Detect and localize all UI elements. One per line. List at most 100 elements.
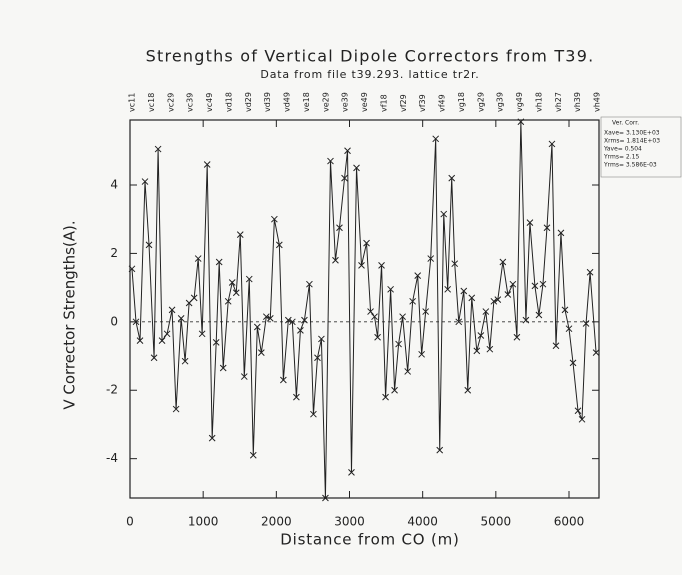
- point-marker: [378, 262, 385, 269]
- top-label: vc49: [205, 93, 214, 112]
- point-marker: [477, 332, 485, 339]
- top-label: vd49: [283, 92, 292, 112]
- point-marker: [271, 215, 278, 223]
- point-marker: [531, 282, 539, 290]
- point-marker: [289, 318, 296, 326]
- legend-entry: Ver. Corr.: [612, 120, 639, 127]
- point-marker: [353, 164, 360, 172]
- top-label: vf18: [379, 94, 388, 112]
- point-marker: [522, 316, 530, 324]
- chart-title: Strengths of Vertical Dipole Correctors …: [146, 47, 595, 66]
- point-marker: [293, 393, 300, 401]
- point-marker: [582, 320, 590, 327]
- point-marker: [409, 297, 416, 305]
- top-label: vg39: [496, 92, 505, 112]
- point-marker: [427, 255, 435, 262]
- point-marker: [404, 368, 412, 375]
- y-tick-label: 0: [110, 314, 118, 328]
- x-tick-label: 0: [126, 515, 134, 529]
- plot-frame: [129, 119, 600, 499]
- point-marker: [517, 118, 525, 126]
- point-marker: [499, 258, 507, 266]
- point-marker: [448, 174, 456, 182]
- x-tick-label: 6000: [554, 515, 585, 529]
- legend-stat: Xave= 3.130E+03: [604, 130, 660, 137]
- point-marker: [208, 434, 216, 442]
- point-marker: [569, 359, 577, 367]
- top-label: vh18: [534, 92, 543, 112]
- point-marker: [284, 316, 292, 324]
- point-marker: [249, 451, 257, 459]
- point-marker: [513, 333, 521, 341]
- y-tick-label: -2: [106, 383, 118, 397]
- top-label: vd18: [224, 92, 233, 112]
- point-marker: [578, 415, 586, 423]
- top-label: vd39: [263, 92, 272, 112]
- point-marker: [154, 145, 162, 153]
- point-marker: [561, 306, 569, 314]
- point-marker: [145, 241, 153, 249]
- legend-box: [600, 116, 682, 178]
- top-label: vf29: [399, 94, 408, 112]
- point-marker: [348, 468, 355, 476]
- point-marker: [592, 349, 600, 356]
- point-marker: [371, 313, 378, 321]
- point-marker: [232, 289, 240, 297]
- point-marker: [482, 308, 490, 315]
- point-marker: [185, 299, 193, 307]
- point-marker: [414, 272, 422, 280]
- point-marker: [451, 260, 459, 268]
- point-marker: [418, 350, 425, 358]
- top-label: vf49: [438, 94, 447, 112]
- point-marker: [504, 291, 512, 298]
- point-marker: [440, 210, 448, 218]
- point-marker: [509, 280, 517, 288]
- point-marker: [399, 313, 406, 321]
- y-tick-label: 2: [110, 246, 118, 260]
- top-label: vg49: [515, 92, 524, 112]
- legend-stat: Yrms= 2.15: [603, 154, 639, 161]
- point-marker: [327, 157, 334, 165]
- point-marker: [212, 338, 220, 346]
- point-marker: [367, 308, 374, 315]
- x-axis-label: Distance from CO (m): [280, 531, 459, 549]
- top-label: ve39: [341, 92, 350, 112]
- point-marker: [332, 256, 339, 264]
- point-marker: [374, 333, 381, 341]
- point-marker: [473, 347, 481, 355]
- chart-subtitle: Data from file t39.293. lattice tr2r.: [260, 68, 479, 81]
- point-marker: [297, 327, 304, 334]
- top-label: vf39: [418, 94, 427, 112]
- point-marker: [240, 373, 248, 380]
- point-marker: [490, 297, 498, 305]
- legend-stat: Yave= 0.504: [603, 146, 642, 153]
- point-marker: [301, 316, 308, 324]
- point-marker: [322, 494, 329, 502]
- y-axis-label: V Corrector Strengths(A).: [61, 220, 79, 409]
- top-label: vg18: [457, 92, 466, 112]
- point-marker: [306, 280, 313, 288]
- point-marker: [163, 330, 171, 338]
- legend-stat: Yrms= 3.586E-03: [603, 162, 657, 169]
- point-marker: [172, 405, 180, 413]
- point-marker: [136, 337, 144, 344]
- point-marker: [444, 285, 452, 293]
- point-marker: [141, 178, 149, 185]
- top-label: vd29: [244, 92, 253, 112]
- point-marker: [236, 231, 244, 238]
- series-line: [131, 121, 597, 499]
- top-label: vc29: [166, 93, 175, 112]
- point-marker: [245, 275, 253, 283]
- y-tick-label: -4: [106, 451, 118, 465]
- point-marker: [586, 268, 594, 276]
- point-marker: [539, 280, 547, 288]
- point-marker: [158, 337, 166, 344]
- top-label: vh27: [554, 92, 563, 112]
- point-marker: [526, 219, 534, 226]
- point-marker: [341, 174, 348, 182]
- point-marker: [535, 311, 543, 319]
- point-marker: [432, 135, 440, 143]
- point-marker: [363, 239, 370, 247]
- top-label: ve49: [360, 92, 369, 112]
